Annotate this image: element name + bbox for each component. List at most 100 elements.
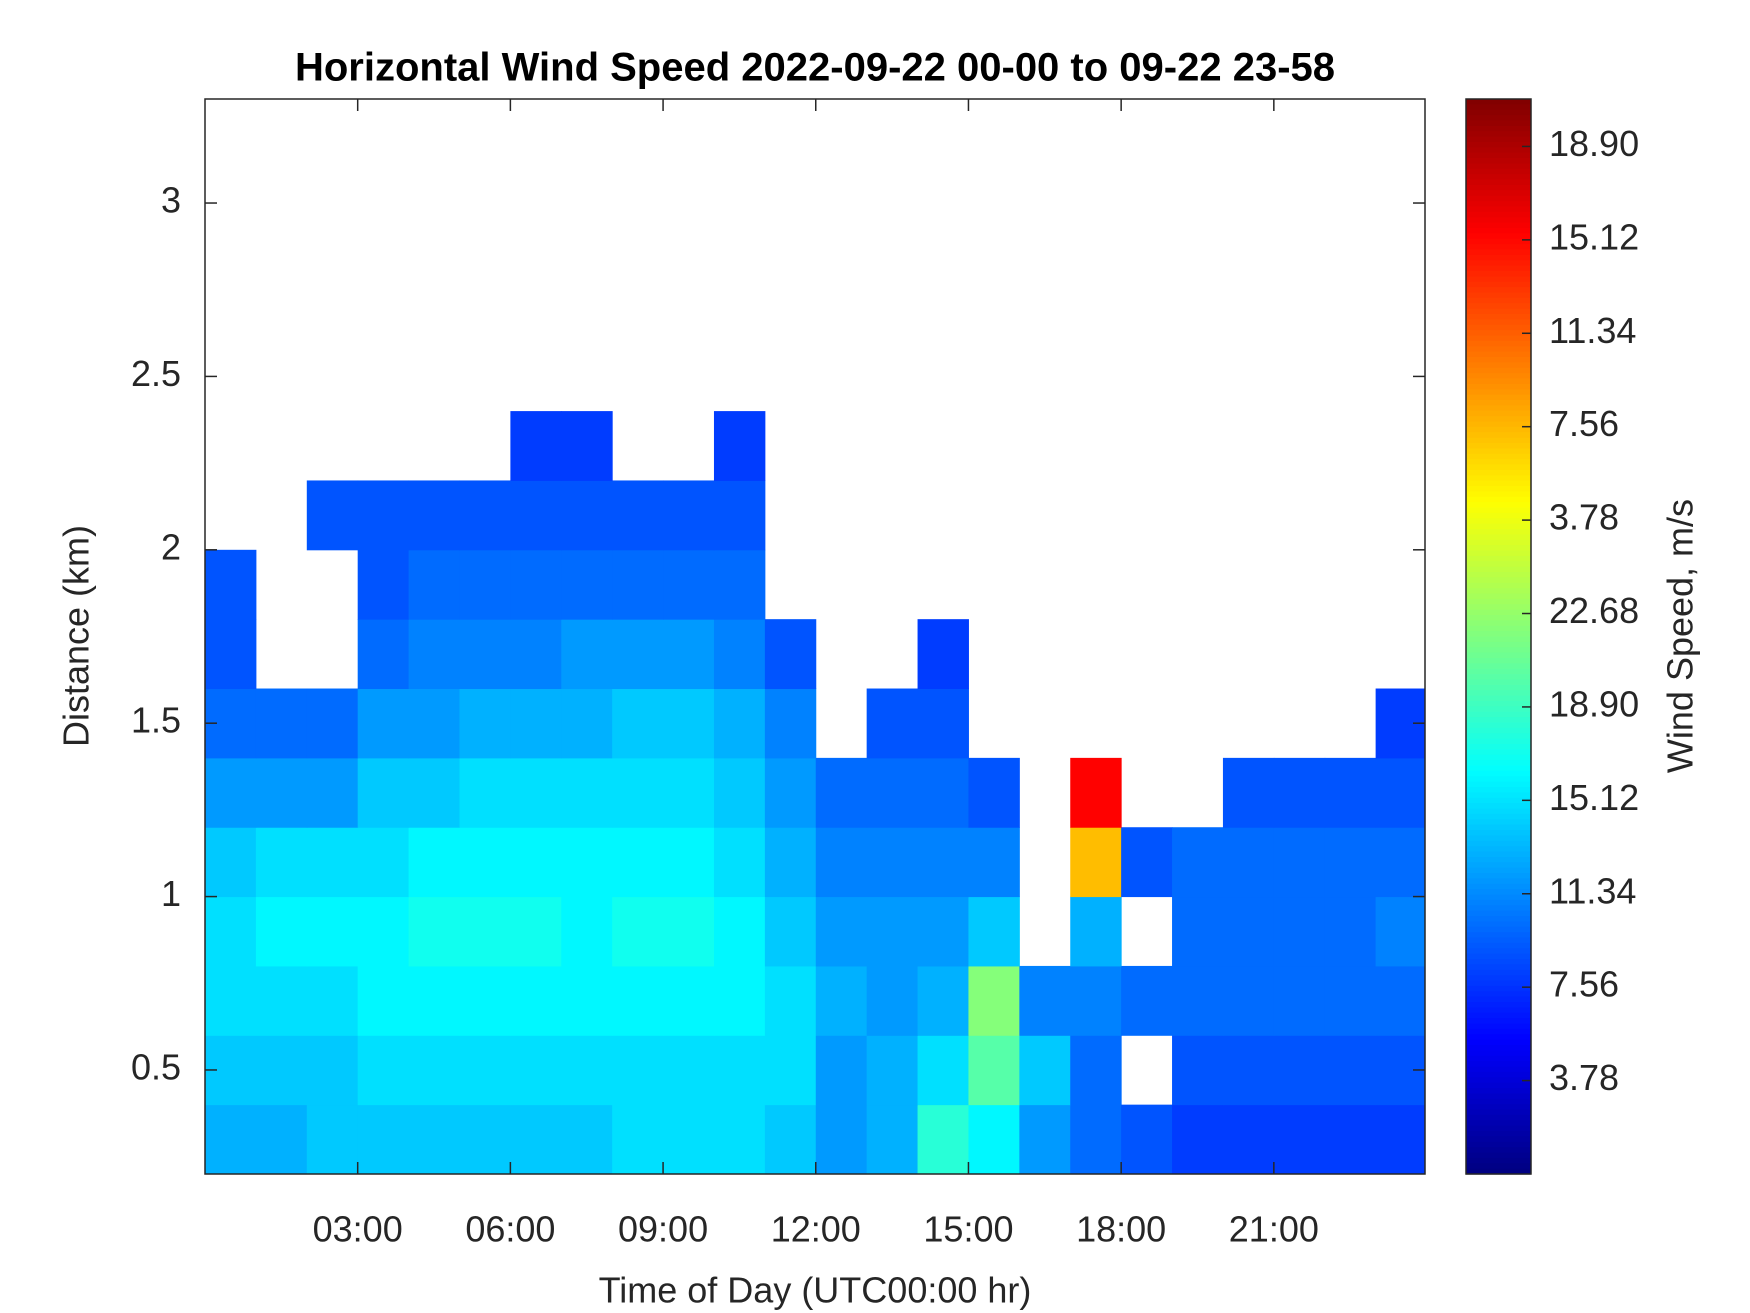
colorbar-swatch	[1466, 1147, 1531, 1154]
heatmap-cell	[205, 896, 257, 967]
colorbar-swatch	[1466, 830, 1531, 836]
colorbar-swatch	[1466, 1098, 1531, 1105]
colorbar-swatch	[1466, 1109, 1531, 1116]
colorbar-swatch	[1466, 292, 1531, 299]
colorbar-swatch	[1466, 905, 1531, 912]
heatmap-cell	[1273, 965, 1326, 1036]
colorbar-swatch	[1466, 142, 1531, 148]
colorbar-swatch	[1466, 819, 1531, 826]
x-tick-label: 06:00	[465, 1209, 555, 1250]
colorbar-swatch	[1466, 448, 1531, 455]
heatmap-cell	[815, 1104, 868, 1174]
colorbar-swatch	[1466, 109, 1531, 116]
colorbar-swatch	[1466, 975, 1531, 982]
heatmap-cell	[815, 896, 868, 967]
heatmap-cell	[764, 688, 817, 759]
heatmap-cell	[866, 757, 919, 828]
colorbar-swatch	[1466, 1039, 1531, 1046]
heatmap-cell	[663, 619, 715, 690]
colorbar-swatch	[1466, 152, 1531, 159]
heatmap-cell	[764, 1035, 817, 1106]
heatmap-cell	[612, 896, 664, 967]
colorbar-tick-label: 3.78	[1549, 497, 1619, 538]
colorbar-swatch	[1466, 529, 1531, 535]
colorbar-swatch	[1466, 201, 1531, 208]
colorbar-swatch	[1466, 357, 1531, 363]
colorbar-swatch	[1466, 588, 1531, 595]
heatmap-cell	[612, 688, 664, 759]
heatmap-cell	[1172, 827, 1224, 898]
colorbar-swatch	[1466, 889, 1531, 896]
colorbar-swatch	[1466, 346, 1531, 353]
colorbar-swatch	[1466, 985, 1531, 992]
heatmap-cell	[815, 757, 868, 828]
colorbar-swatch	[1466, 711, 1531, 718]
heatmap-cell	[306, 1104, 359, 1174]
heatmap-cell	[1019, 1104, 1071, 1174]
x-tick-label: 03:00	[313, 1209, 403, 1250]
heatmap-cell	[663, 965, 715, 1036]
colorbar-tick-label: 3.78	[1549, 1057, 1619, 1098]
heatmap-cell	[357, 757, 410, 828]
colorbar-tick-label: 7.56	[1549, 403, 1619, 444]
colorbar-swatch	[1466, 733, 1531, 740]
heatmap-cell	[917, 965, 969, 1036]
heatmap-cell	[968, 1104, 1020, 1174]
colorbar-swatch	[1466, 1152, 1531, 1159]
heatmap-cell	[1375, 965, 1425, 1036]
colorbar-swatch	[1466, 1071, 1531, 1078]
colorbar-swatch	[1466, 185, 1531, 191]
colorbar-swatch	[1466, 469, 1531, 476]
heatmap	[205, 411, 1425, 1174]
colorbar-swatch	[1466, 443, 1531, 449]
heatmap-cell	[1324, 1104, 1377, 1174]
heatmap-cell	[408, 757, 460, 828]
heatmap-cell	[1273, 896, 1326, 967]
heatmap-cell	[1324, 896, 1377, 967]
colorbar-swatch	[1466, 260, 1531, 267]
heatmap-cell	[968, 965, 1020, 1036]
heatmap-cell	[866, 1035, 919, 1106]
heatmap-cell	[510, 480, 562, 551]
heatmap-cell	[561, 480, 613, 551]
heatmap-cell	[1375, 757, 1425, 828]
colorbar-tick-label: 7.56	[1549, 964, 1619, 1005]
heatmap-cell	[205, 757, 257, 828]
heatmap-cell	[1172, 896, 1224, 967]
heatmap-cell	[510, 1035, 562, 1106]
colorbar-swatch	[1466, 744, 1531, 750]
heatmap-cell	[612, 549, 664, 620]
colorbar-swatch	[1466, 459, 1531, 466]
colorbar-swatch	[1466, 362, 1531, 369]
heatmap-cell	[459, 965, 511, 1036]
colorbar-swatch	[1466, 631, 1531, 638]
heatmap-cell	[713, 757, 766, 828]
heatmap-cell	[510, 619, 562, 690]
colorbar-swatch	[1466, 1136, 1531, 1143]
colorbar-swatch	[1466, 174, 1531, 181]
colorbar-swatch	[1466, 1050, 1531, 1057]
heatmap-cell	[1273, 1035, 1326, 1106]
colorbar-swatch	[1466, 851, 1531, 858]
x-tick-label: 12:00	[771, 1209, 861, 1250]
colorbar-swatch	[1466, 378, 1531, 385]
colorbar-swatch	[1466, 1055, 1531, 1062]
colorbar-swatch	[1466, 582, 1531, 589]
heatmap-cell	[663, 549, 715, 620]
colorbar-swatch	[1466, 432, 1531, 439]
heatmap-cell	[1222, 896, 1275, 967]
colorbar-swatch	[1466, 577, 1531, 584]
heatmap-cell	[357, 549, 410, 620]
colorbar-swatch	[1466, 222, 1531, 229]
y-tick-label: 1	[161, 873, 181, 914]
heatmap-cell	[459, 480, 511, 551]
heatmap-cell	[459, 619, 511, 690]
y-axis-label: Distance (km)	[56, 525, 97, 747]
colorbar-swatch	[1466, 1066, 1531, 1073]
y-tick-label: 0.5	[131, 1046, 181, 1087]
colorbar-tick-label: 11.34	[1549, 310, 1636, 351]
heatmap-cell	[1324, 965, 1377, 1036]
colorbar-swatch	[1466, 314, 1531, 320]
heatmap-cell	[306, 896, 359, 967]
colorbar-swatch	[1466, 969, 1531, 976]
